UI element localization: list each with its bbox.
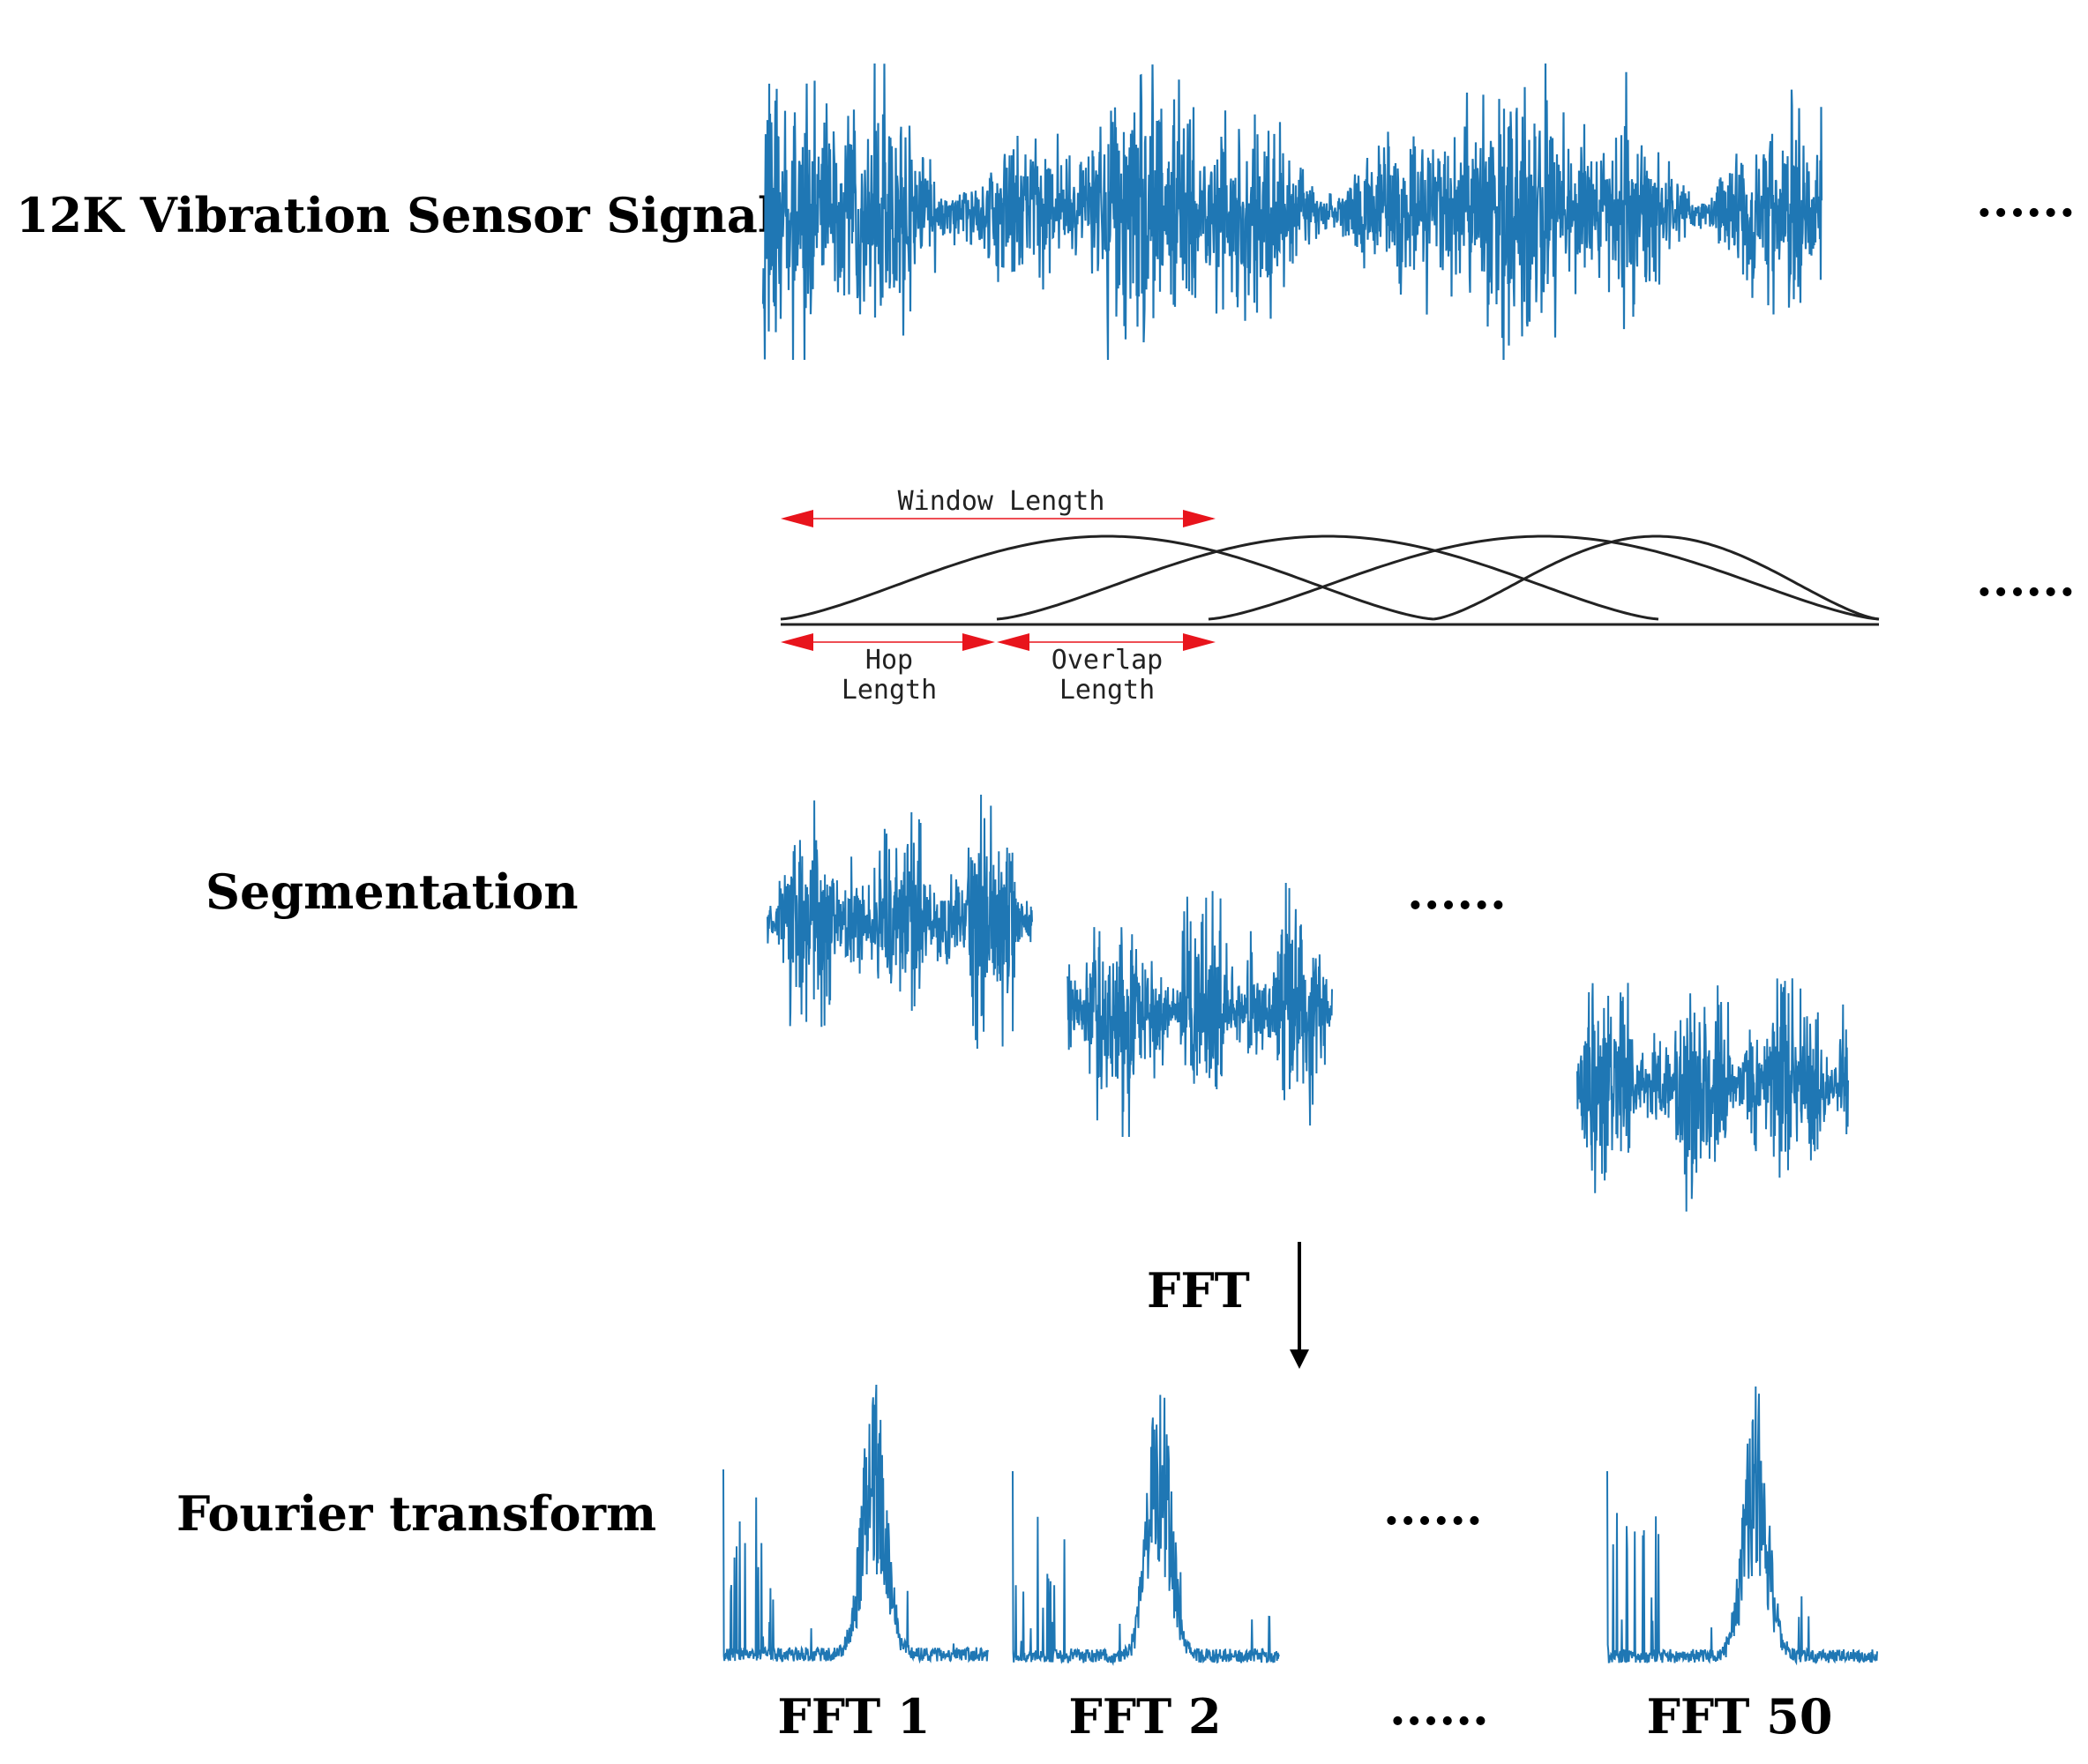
signal-ellipsis: ...... [1976, 171, 2076, 228]
fourier-label: Fourier transform [176, 1485, 656, 1542]
window-curve-2 [996, 534, 1659, 621]
overlap-length-arrowhead-right [1183, 633, 1216, 651]
window-curve-3 [1208, 534, 1880, 621]
segment-1-signal [767, 794, 1033, 1050]
window-length-arrowhead-left [781, 510, 813, 527]
fft-2-spectrum [1012, 1394, 1280, 1667]
segment-ellipsis: ...... [1407, 863, 1507, 920]
segment-2-signal [1066, 882, 1333, 1138]
overlap-label: Overlap [1051, 645, 1163, 676]
overlap-length-arrowhead-left [997, 633, 1029, 651]
window-curve-4 [1433, 534, 1880, 621]
segment-last-signal [1576, 978, 1849, 1212]
segmentation-label: Segmentation [206, 863, 579, 920]
window-curve-1 [780, 534, 1434, 621]
fft-50-spectrum [1606, 1386, 1878, 1666]
window-ellipsis: ...... [1976, 550, 2076, 607]
fft-1-spectrum [722, 1384, 989, 1664]
window-length-label: Window Length [898, 486, 1105, 517]
fft-labels-ellipsis: ...... [1389, 1679, 1489, 1736]
fft-50-label: FFT 50 [1647, 1688, 1833, 1745]
fft-2-label: FFT 2 [1068, 1688, 1221, 1745]
hop-label: Hop [865, 645, 913, 676]
hop-length-arrowhead-right [962, 633, 995, 651]
fft-down-arrowhead [1290, 1349, 1309, 1369]
raw-vibration-signal [761, 63, 1823, 361]
fft-arrow-label: FFT [1147, 1262, 1250, 1319]
window-length-arrowhead-right [1183, 510, 1216, 527]
overlap-length-label: Length [1059, 675, 1155, 706]
hop-length-arrowhead-left [781, 633, 813, 651]
fft-1-label: FFT 1 [777, 1688, 930, 1745]
fft-plots-ellipsis: ...... [1383, 1479, 1483, 1536]
signal-label: 12K Vibration Sensor Signal [16, 187, 775, 243]
hop-length-label: Length [842, 675, 937, 706]
windowing-diagram: Window Length Hop Length Overlap Length [780, 486, 1880, 706]
